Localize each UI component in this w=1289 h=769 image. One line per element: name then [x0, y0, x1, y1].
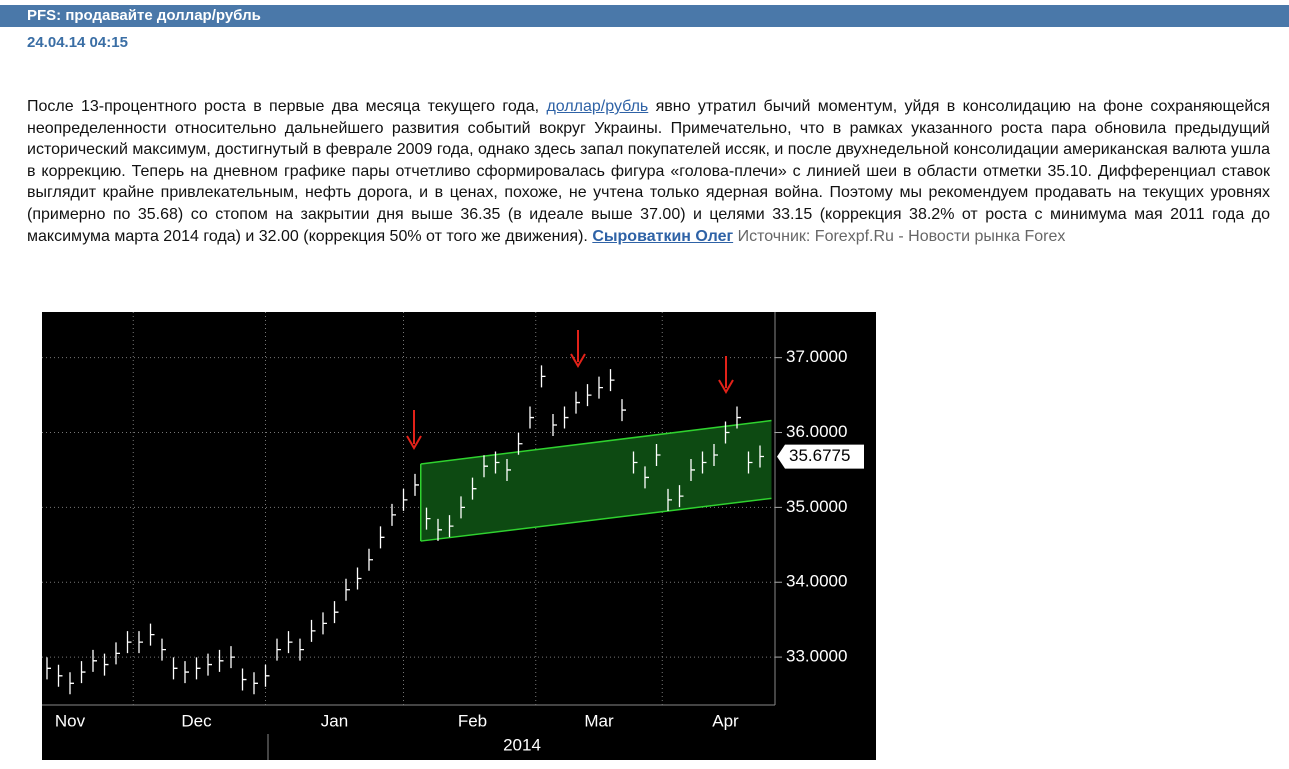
arrow-head	[718, 379, 734, 394]
link[interactable]: доллар/рубль	[546, 98, 649, 115]
price-bar	[184, 661, 189, 684]
price-bar	[471, 477, 477, 500]
price-bar	[690, 458, 695, 481]
price-bar	[345, 578, 350, 601]
price-bar	[563, 406, 569, 429]
price-bar	[540, 365, 546, 388]
price-bar	[402, 488, 408, 511]
y-tick-label: 36.0000	[786, 422, 847, 441]
price-bar	[632, 451, 638, 474]
price-bar	[92, 649, 97, 672]
author-link[interactable]: Сыроваткин Олег	[592, 227, 734, 245]
year-label: 2014	[503, 735, 541, 754]
price-bar	[57, 664, 63, 687]
price-bar	[414, 473, 419, 496]
last-price-box	[777, 444, 864, 469]
price-bar	[724, 421, 730, 444]
channel-lower	[420, 497, 772, 542]
y-tick-label: 35.0000	[786, 497, 847, 516]
price-bar	[253, 672, 258, 695]
price-bar	[46, 657, 51, 680]
price-bar	[299, 638, 304, 661]
price-bar	[391, 503, 396, 526]
price-bar	[333, 601, 339, 624]
price-bar	[103, 653, 109, 676]
chart: 33.0000 34.0000 35.0000 36.0000 37.0000 Nov De…	[42, 312, 876, 760]
price-bar	[241, 668, 247, 691]
price-bar	[598, 376, 603, 399]
price-bar	[264, 664, 270, 687]
price-bar	[310, 619, 316, 642]
date: 24.04.14 04:15	[27, 34, 128, 51]
x-tick-label: Mar	[584, 711, 614, 730]
price-bar	[655, 443, 661, 466]
price-bar	[379, 526, 385, 549]
price-bar	[483, 455, 488, 478]
last-price-label: 35.6775	[789, 446, 850, 465]
price-bar	[494, 451, 500, 474]
x-tick-label: Apr	[712, 711, 739, 730]
text: После 13-процентного роста в первые два …	[27, 98, 540, 115]
price-bar	[552, 414, 557, 437]
x-tick-label: Jan	[321, 711, 348, 730]
x-tick-label: Nov	[55, 711, 86, 730]
price-bar	[195, 657, 201, 680]
price-bar	[736, 406, 741, 429]
price-bar	[230, 646, 235, 669]
price-bar	[356, 567, 362, 590]
arrow-head	[406, 435, 422, 450]
price-bar	[713, 443, 718, 466]
price-bar	[172, 657, 178, 680]
price-bar	[437, 518, 442, 541]
price-bar	[80, 661, 86, 684]
price-bar	[207, 653, 212, 676]
price-bar	[460, 496, 465, 519]
title: PFS: продавайте доллар/рубль	[27, 7, 261, 24]
price-bar	[667, 488, 672, 511]
plot-layer	[42, 312, 775, 705]
price-bar	[586, 384, 592, 407]
price-bar	[517, 432, 523, 455]
price-bar	[138, 631, 143, 654]
price-bar	[425, 507, 431, 530]
price-bar	[609, 369, 615, 392]
x-tick-label: Feb	[458, 711, 487, 730]
price-bar	[69, 672, 74, 695]
price-bar	[368, 548, 373, 571]
price-bar	[506, 458, 511, 481]
text: явно утратил бычий моментум, уйдя в конс…	[27, 98, 1271, 245]
price-bar	[644, 466, 649, 489]
price-bar	[701, 451, 707, 474]
price-bar	[621, 399, 626, 422]
price-bar	[448, 515, 454, 538]
price-bar	[161, 638, 166, 661]
price-bar	[322, 612, 327, 635]
price-bar	[759, 445, 764, 468]
y-tick-label: 33.0000	[786, 647, 847, 666]
price-bar	[276, 638, 281, 661]
source: Источник: Forexpf.Ru - Новости рынка For…	[737, 227, 1066, 245]
arrow-head	[570, 353, 586, 368]
price-bar	[115, 642, 120, 665]
channel-upper	[420, 419, 772, 465]
price-bar	[747, 451, 753, 474]
y-tick-label: 37.0000	[786, 347, 847, 366]
price-bar	[149, 623, 155, 646]
price-bar	[529, 406, 534, 429]
price-bar	[287, 631, 293, 654]
arrows	[406, 330, 734, 450]
x-tick-label: Dec	[181, 711, 212, 730]
price-bar	[575, 391, 580, 414]
header-bar: PFS: продавайте доллар/рубль	[0, 5, 1289, 27]
price-bar	[218, 649, 224, 672]
price-bar	[678, 485, 684, 508]
y-tick-label: 34.0000	[786, 572, 847, 591]
price-bar	[126, 631, 132, 654]
article-text: После 13-процентного роста в первые два …	[27, 96, 1270, 247]
channel-fill	[420, 420, 772, 542]
